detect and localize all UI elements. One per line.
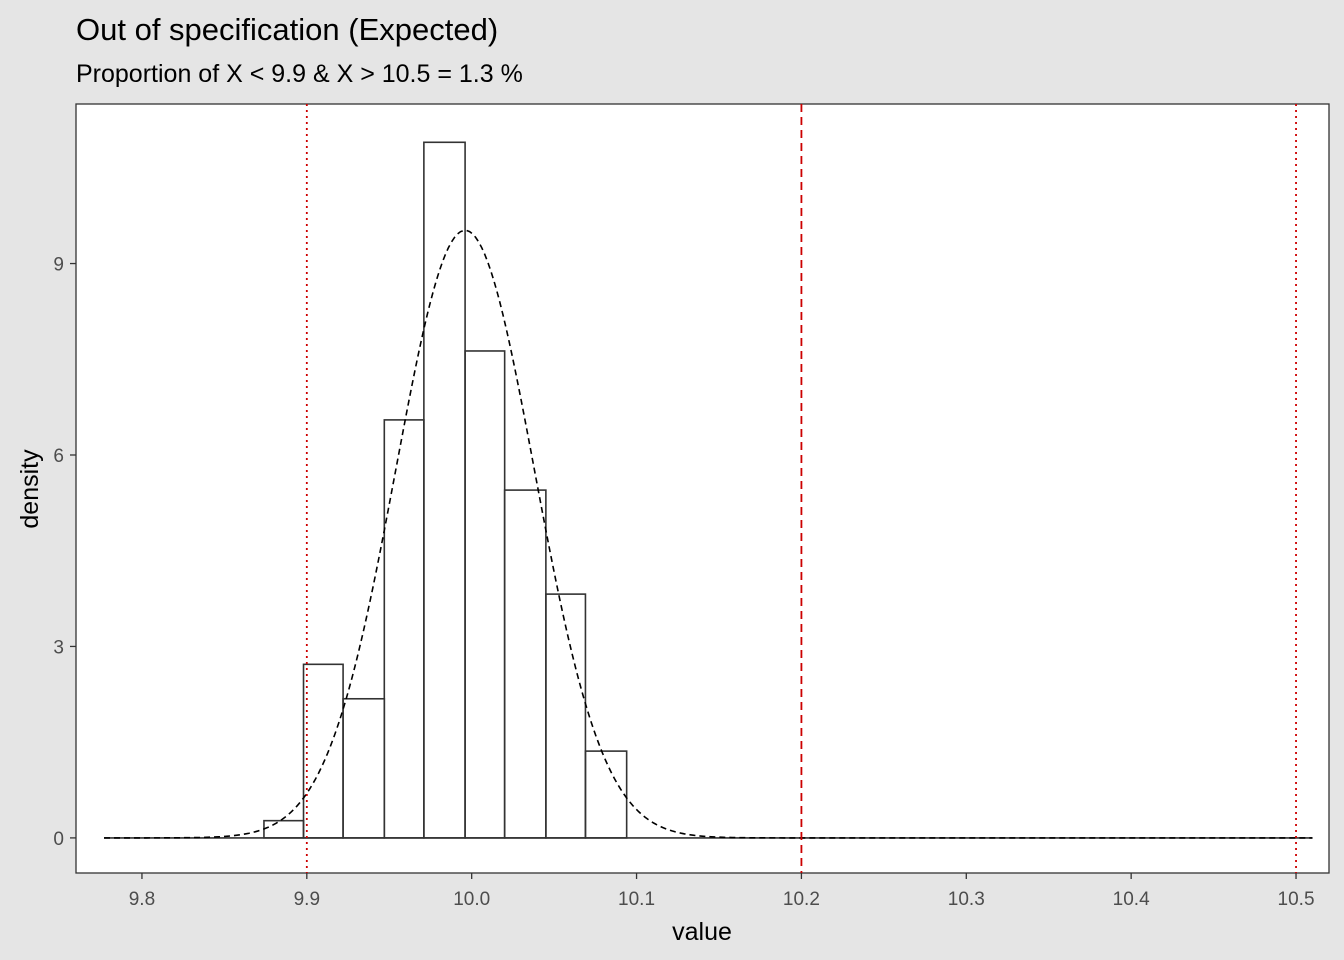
x-axis-title: value	[672, 918, 732, 946]
x-tick-label: 10.4	[1113, 889, 1150, 910]
y-tick-label: 9	[53, 255, 64, 276]
y-axis-title: density	[16, 449, 44, 529]
chart-title: Out of specification (Expected)	[76, 12, 499, 47]
x-tick-label: 10.3	[948, 889, 985, 910]
y-tick-label: 6	[53, 446, 64, 467]
density-curve	[104, 229, 1313, 839]
y-tick-label: 0	[53, 829, 64, 850]
y-tick-label: 3	[53, 637, 64, 658]
x-tick-label: 9.8	[129, 889, 155, 910]
x-tick-label: 10.0	[453, 889, 490, 910]
chart-subtitle: Proportion of X < 9.9 & X > 10.5 = 1.3 %	[76, 60, 523, 88]
x-tick-label: 10.1	[618, 889, 655, 910]
x-tick-label: 10.5	[1278, 889, 1315, 910]
x-tick-label: 9.9	[294, 889, 320, 910]
x-tick-label: 10.2	[783, 889, 820, 910]
plot-panel	[75, 103, 1330, 874]
